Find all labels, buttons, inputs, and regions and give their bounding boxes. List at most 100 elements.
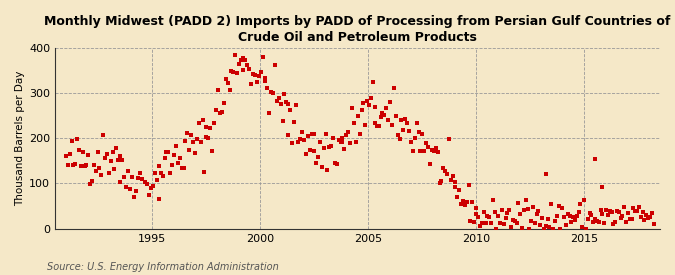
Point (513, 201, 524, 205)
Point (283, 102, 294, 106)
Point (115, 180, 126, 184)
Point (295, 136, 306, 141)
Point (635, 215, 646, 219)
Point (526, 219, 537, 224)
Point (432, 150, 443, 154)
Point (81, 163, 92, 167)
Point (417, 132, 428, 136)
Point (421, 141, 431, 145)
Point (137, 177, 148, 181)
Point (590, 156, 601, 161)
Point (452, 194, 462, 199)
Point (528, 205, 539, 209)
Point (619, 205, 630, 209)
Point (293, 140, 304, 144)
Point (275, 102, 286, 107)
Point (546, 202, 557, 206)
Point (626, 217, 637, 221)
Point (281, 100, 292, 104)
Point (387, 123, 398, 127)
Point (617, 214, 628, 219)
Point (497, 208, 508, 213)
Point (643, 216, 653, 221)
Point (427, 148, 437, 152)
Point (121, 185, 132, 189)
Text: Source: U.S. Energy Information Administration: Source: U.S. Energy Information Administ… (47, 262, 279, 272)
Point (463, 183, 474, 187)
Point (648, 222, 659, 226)
Point (411, 120, 422, 125)
Point (608, 222, 619, 226)
Point (205, 126, 215, 130)
Point (123, 168, 134, 173)
Point (222, 81, 233, 85)
Point (135, 171, 146, 176)
Point (337, 136, 348, 141)
Point (352, 114, 363, 118)
Point (595, 208, 606, 213)
Point (516, 226, 527, 230)
Point (101, 152, 112, 156)
Point (584, 210, 595, 215)
Title: Monthly Midwest (PADD 2) Imports by PADD of Processing from Persian Gulf Countri: Monthly Midwest (PADD 2) Imports by PADD… (45, 15, 671, 44)
Point (169, 153, 180, 157)
Point (423, 145, 433, 149)
Point (188, 139, 198, 144)
Point (471, 206, 482, 211)
Point (506, 225, 516, 229)
Point (195, 139, 206, 144)
Point (197, 118, 208, 122)
Point (508, 218, 518, 222)
Point (493, 214, 504, 218)
Point (559, 215, 570, 219)
Point (147, 184, 158, 189)
Point (394, 137, 405, 141)
Point (100, 156, 111, 160)
Point (201, 135, 212, 139)
Point (547, 226, 558, 231)
Point (356, 108, 367, 112)
Point (64, 151, 75, 156)
Point (480, 221, 491, 226)
Point (92, 150, 103, 155)
Point (402, 121, 412, 125)
Point (74, 148, 84, 152)
Point (621, 220, 632, 224)
Point (242, 62, 252, 67)
Point (461, 199, 472, 204)
Point (234, 62, 244, 66)
Point (533, 209, 544, 213)
Point (475, 224, 485, 228)
Point (614, 210, 624, 214)
Point (117, 158, 128, 163)
Point (551, 214, 562, 218)
Point (510, 219, 520, 223)
Point (632, 208, 643, 213)
Point (217, 110, 227, 114)
Point (98, 133, 109, 138)
Point (159, 156, 170, 160)
Point (639, 218, 650, 222)
Point (115, 154, 126, 158)
Point (333, 138, 344, 142)
Point (127, 175, 138, 179)
Point (172, 161, 183, 165)
Point (593, 220, 604, 224)
Point (489, 210, 500, 214)
Point (226, 69, 237, 73)
Point (246, 82, 256, 86)
Point (409, 136, 420, 141)
Point (263, 111, 274, 116)
Point (301, 151, 312, 156)
Point (392, 133, 403, 138)
Point (549, 219, 560, 223)
Point (539, 226, 549, 231)
Point (522, 207, 533, 211)
Point (383, 117, 394, 122)
Point (149, 171, 160, 175)
Point (413, 130, 424, 134)
Point (612, 209, 622, 213)
Point (238, 68, 248, 72)
Point (182, 131, 193, 135)
Point (329, 161, 340, 166)
